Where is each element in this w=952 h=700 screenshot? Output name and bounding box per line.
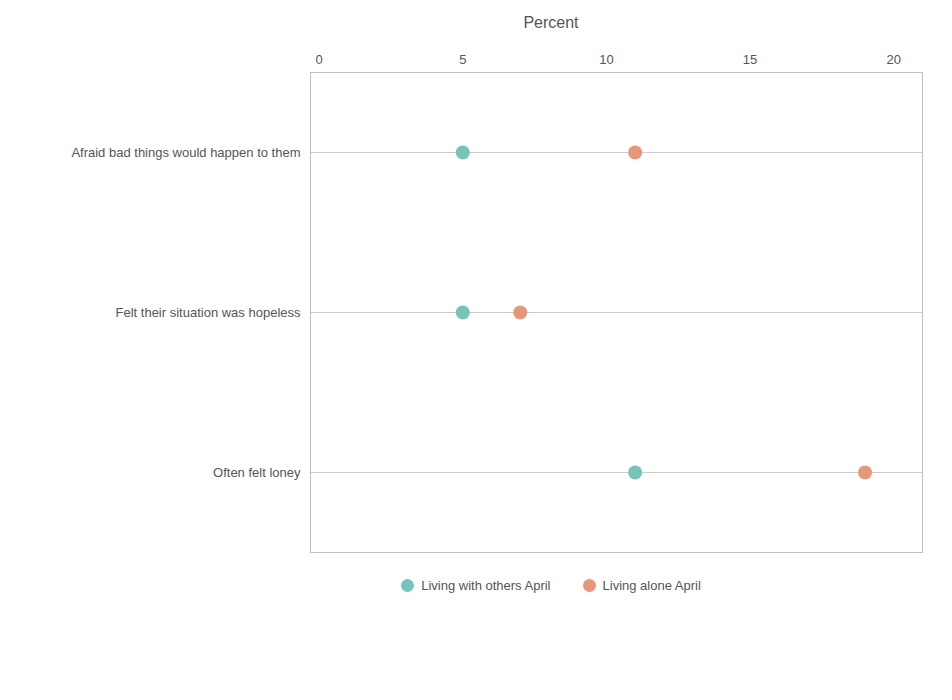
html-text:Percent: Percent (523, 14, 579, 31)
html-text:Living alone April: Living alone April (602, 578, 701, 593)
svg-text:10: 10 (599, 52, 613, 67)
svg-text:5: 5 (459, 52, 466, 67)
svg-text:15: 15 (743, 52, 757, 67)
svg-text:Afraid bad things would happen: Afraid bad things would happen to them (71, 145, 300, 160)
html-text:Living with others April: Living with others April (421, 578, 551, 593)
svg-text:Often felt loney: Often felt loney (213, 465, 301, 480)
svg-text:0: 0 (316, 52, 323, 67)
svg-text:Felt their situation was hopel: Felt their situation was hopeless (116, 305, 301, 320)
svg-text:20: 20 (887, 52, 901, 67)
